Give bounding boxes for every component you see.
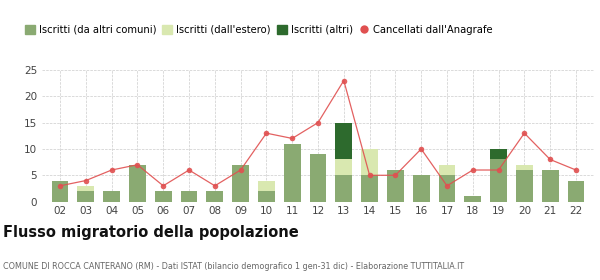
Legend: Iscritti (da altri comuni), Iscritti (dall'estero), Iscritti (altri), Cancellati: Iscritti (da altri comuni), Iscritti (da… — [25, 25, 493, 35]
Bar — [335, 160, 352, 175]
Bar — [413, 175, 430, 202]
Bar — [181, 191, 197, 202]
Bar — [52, 181, 68, 202]
Bar — [490, 160, 507, 202]
Bar — [155, 191, 172, 202]
Bar — [516, 165, 533, 170]
Bar — [516, 170, 533, 202]
Bar — [335, 123, 352, 160]
Bar — [206, 191, 223, 202]
Bar — [568, 181, 584, 202]
Bar — [387, 170, 404, 202]
Bar — [284, 144, 301, 202]
Bar — [361, 149, 378, 175]
Bar — [310, 154, 326, 202]
Bar — [361, 175, 378, 202]
Bar — [103, 191, 120, 202]
Bar — [232, 165, 249, 202]
Bar — [439, 165, 455, 175]
Bar — [77, 191, 94, 202]
Bar — [335, 175, 352, 202]
Bar — [77, 186, 94, 191]
Bar — [129, 165, 146, 202]
Bar — [490, 149, 507, 160]
Text: Flusso migratorio della popolazione: Flusso migratorio della popolazione — [3, 225, 299, 240]
Bar — [258, 191, 275, 202]
Bar — [439, 175, 455, 202]
Text: COMUNE DI ROCCA CANTERANO (RM) - Dati ISTAT (bilancio demografico 1 gen-31 dic) : COMUNE DI ROCCA CANTERANO (RM) - Dati IS… — [3, 262, 464, 271]
Bar — [542, 170, 559, 202]
Bar — [464, 196, 481, 202]
Bar — [258, 181, 275, 191]
